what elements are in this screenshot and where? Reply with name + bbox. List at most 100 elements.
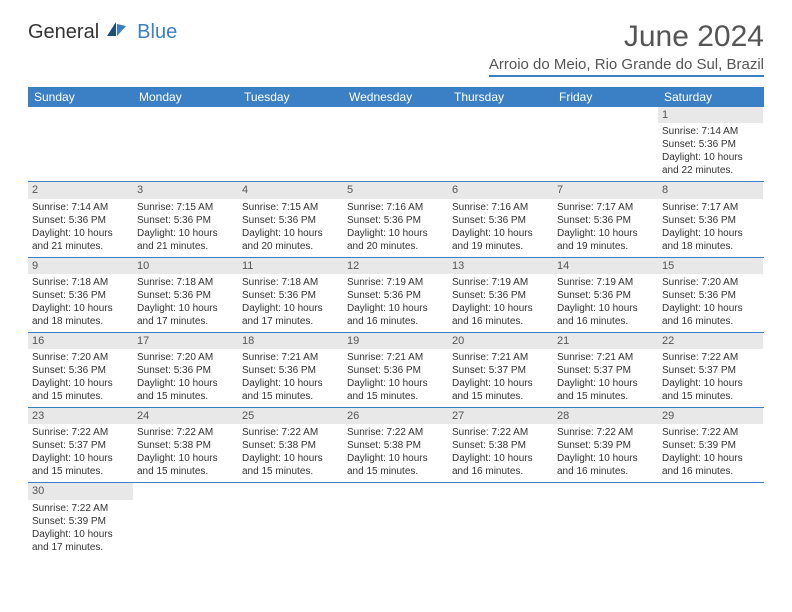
calendar-cell: 3Sunrise: 7:15 AMSunset: 5:36 PMDaylight… [133,182,238,256]
day-number: 18 [238,333,343,349]
calendar-cell [238,483,343,557]
day-day2: and 16 minutes. [557,465,654,478]
day-sunrise: Sunrise: 7:14 AM [32,201,129,214]
calendar-header-row: Sunday Monday Tuesday Wednesday Thursday… [28,87,764,107]
day-number: 27 [448,408,553,424]
col-tuesday: Tuesday [238,87,343,107]
day-sunset: Sunset: 5:38 PM [347,439,444,452]
day-sunset: Sunset: 5:36 PM [557,214,654,227]
page-header: GeneralBlue June 2024 Arroio do Meio, Ri… [0,0,792,81]
calendar-cell: 7Sunrise: 7:17 AMSunset: 5:36 PMDaylight… [553,182,658,256]
calendar-cell: 23Sunrise: 7:22 AMSunset: 5:37 PMDayligh… [28,408,133,482]
day-sunrise: Sunrise: 7:17 AM [662,201,759,214]
calendar-cell: 6Sunrise: 7:16 AMSunset: 5:36 PMDaylight… [448,182,553,256]
day-day2: and 15 minutes. [662,390,759,403]
day-number: 28 [553,408,658,424]
day-details: Sunrise: 7:21 AMSunset: 5:37 PMDaylight:… [553,349,658,407]
day-sunset: Sunset: 5:39 PM [32,515,129,528]
day-sunrise: Sunrise: 7:21 AM [242,351,339,364]
calendar-week-row: 2Sunrise: 7:14 AMSunset: 5:36 PMDaylight… [28,182,764,257]
day-number: 17 [133,333,238,349]
day-details: Sunrise: 7:19 AMSunset: 5:36 PMDaylight:… [553,274,658,332]
day-day2: and 15 minutes. [557,390,654,403]
calendar-cell: 12Sunrise: 7:19 AMSunset: 5:36 PMDayligh… [343,258,448,332]
day-sunset: Sunset: 5:36 PM [32,364,129,377]
day-day2: and 15 minutes. [347,390,444,403]
day-sunset: Sunset: 5:36 PM [452,214,549,227]
day-day1: Daylight: 10 hours [32,227,129,240]
calendar-cell [448,107,553,181]
day-number: 2 [28,182,133,198]
col-thursday: Thursday [448,87,553,107]
calendar-week-row: 1Sunrise: 7:14 AMSunset: 5:36 PMDaylight… [28,107,764,182]
day-details: Sunrise: 7:19 AMSunset: 5:36 PMDaylight:… [343,274,448,332]
calendar-cell: 1Sunrise: 7:14 AMSunset: 5:36 PMDaylight… [658,107,763,181]
calendar-week-row: 30Sunrise: 7:22 AMSunset: 5:39 PMDayligh… [28,483,764,557]
day-details: Sunrise: 7:22 AMSunset: 5:38 PMDaylight:… [133,424,238,482]
calendar-cell: 13Sunrise: 7:19 AMSunset: 5:36 PMDayligh… [448,258,553,332]
day-number: 20 [448,333,553,349]
day-day1: Daylight: 10 hours [557,302,654,315]
day-sunset: Sunset: 5:38 PM [242,439,339,452]
calendar-cell: 27Sunrise: 7:22 AMSunset: 5:38 PMDayligh… [448,408,553,482]
day-day2: and 21 minutes. [32,240,129,253]
day-day1: Daylight: 10 hours [452,452,549,465]
day-details: Sunrise: 7:22 AMSunset: 5:38 PMDaylight:… [238,424,343,482]
day-details: Sunrise: 7:21 AMSunset: 5:36 PMDaylight:… [238,349,343,407]
calendar-cell: 18Sunrise: 7:21 AMSunset: 5:36 PMDayligh… [238,333,343,407]
day-day2: and 15 minutes. [137,390,234,403]
day-day1: Daylight: 10 hours [662,151,759,164]
day-number: 25 [238,408,343,424]
calendar-cell [343,107,448,181]
day-day2: and 16 minutes. [452,315,549,328]
day-sunset: Sunset: 5:36 PM [242,214,339,227]
day-sunrise: Sunrise: 7:19 AM [452,276,549,289]
day-sunset: Sunset: 5:36 PM [242,289,339,302]
day-details: Sunrise: 7:22 AMSunset: 5:38 PMDaylight:… [448,424,553,482]
logo-text-1: General [28,21,99,44]
day-details: Sunrise: 7:14 AMSunset: 5:36 PMDaylight:… [28,199,133,257]
day-details: Sunrise: 7:18 AMSunset: 5:36 PMDaylight:… [238,274,343,332]
day-sunset: Sunset: 5:36 PM [662,138,759,151]
day-day1: Daylight: 10 hours [662,452,759,465]
day-day1: Daylight: 10 hours [347,302,444,315]
day-number: 8 [658,182,763,198]
day-day2: and 18 minutes. [662,240,759,253]
calendar-cell: 26Sunrise: 7:22 AMSunset: 5:38 PMDayligh… [343,408,448,482]
calendar-cell: 19Sunrise: 7:21 AMSunset: 5:36 PMDayligh… [343,333,448,407]
day-sunrise: Sunrise: 7:20 AM [32,351,129,364]
day-sunset: Sunset: 5:36 PM [137,289,234,302]
calendar-week-row: 16Sunrise: 7:20 AMSunset: 5:36 PMDayligh… [28,333,764,408]
col-wednesday: Wednesday [343,87,448,107]
day-sunrise: Sunrise: 7:22 AM [662,351,759,364]
day-details: Sunrise: 7:20 AMSunset: 5:36 PMDaylight:… [133,349,238,407]
day-day1: Daylight: 10 hours [137,452,234,465]
day-day1: Daylight: 10 hours [242,302,339,315]
day-number: 15 [658,258,763,274]
day-sunset: Sunset: 5:36 PM [137,364,234,377]
day-number: 3 [133,182,238,198]
calendar-cell: 17Sunrise: 7:20 AMSunset: 5:36 PMDayligh… [133,333,238,407]
day-sunset: Sunset: 5:36 PM [32,214,129,227]
calendar-cell [343,483,448,557]
calendar-cell: 16Sunrise: 7:20 AMSunset: 5:36 PMDayligh… [28,333,133,407]
day-sunrise: Sunrise: 7:14 AM [662,125,759,138]
calendar-cell [658,483,763,557]
day-day2: and 15 minutes. [137,465,234,478]
day-day1: Daylight: 10 hours [242,227,339,240]
day-number: 21 [553,333,658,349]
day-details: Sunrise: 7:16 AMSunset: 5:36 PMDaylight:… [343,199,448,257]
day-details: Sunrise: 7:22 AMSunset: 5:39 PMDaylight:… [28,500,133,558]
day-day2: and 15 minutes. [242,465,339,478]
calendar-cell: 8Sunrise: 7:17 AMSunset: 5:36 PMDaylight… [658,182,763,256]
day-sunrise: Sunrise: 7:22 AM [32,502,129,515]
day-sunset: Sunset: 5:37 PM [452,364,549,377]
day-number: 19 [343,333,448,349]
day-day2: and 15 minutes. [32,465,129,478]
calendar-cell: 22Sunrise: 7:22 AMSunset: 5:37 PMDayligh… [658,333,763,407]
day-sunrise: Sunrise: 7:22 AM [662,426,759,439]
calendar-cell [238,107,343,181]
day-day2: and 15 minutes. [347,465,444,478]
day-day2: and 15 minutes. [32,390,129,403]
logo: GeneralBlue [28,20,177,44]
